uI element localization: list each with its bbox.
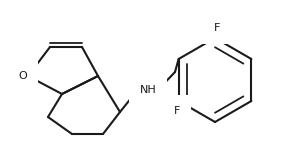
Text: F: F — [173, 106, 180, 116]
Text: O: O — [19, 71, 27, 81]
Text: NH: NH — [140, 85, 156, 95]
Text: F: F — [214, 23, 220, 33]
